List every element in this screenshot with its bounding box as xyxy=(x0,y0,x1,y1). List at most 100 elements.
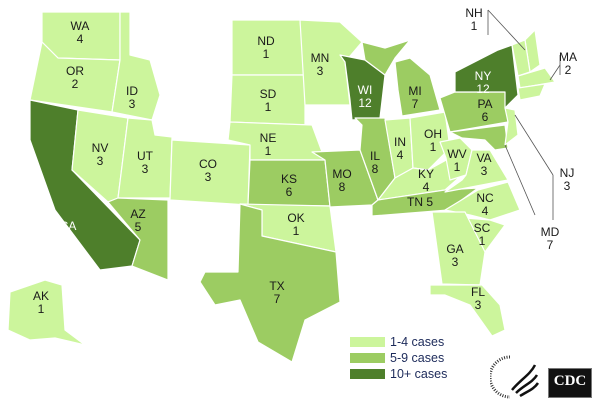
hhs-logo xyxy=(490,355,540,399)
state-abbr-FL: FL xyxy=(471,285,485,299)
state-abbr-ID: ID xyxy=(126,84,138,98)
state-count-OH: 1 xyxy=(430,140,437,154)
state-MS xyxy=(371,213,411,291)
state-count-AZ: 5 xyxy=(135,220,142,234)
state-NY xyxy=(454,44,519,109)
state-abbr-NJ: NJ xyxy=(560,166,575,180)
state-count-NC: 4 xyxy=(482,204,489,218)
state-count-ND: 1 xyxy=(263,47,270,61)
state-abbr-MA: MA xyxy=(559,50,577,64)
state-MD xyxy=(449,124,509,151)
state-TN xyxy=(371,187,479,217)
state-abbr-WV: WV xyxy=(447,147,466,161)
state-count-WI: 12 xyxy=(358,96,372,110)
state-MI xyxy=(394,57,441,117)
state-abbr-CA: CA xyxy=(60,219,77,233)
state-abbr-SC: SC xyxy=(474,221,491,235)
legend-label: 10+ cases xyxy=(390,367,448,381)
legend-label: 5-9 cases xyxy=(390,351,445,365)
state-count-OR: 2 xyxy=(72,77,79,91)
state-GA xyxy=(431,211,486,286)
leader-lines xyxy=(487,9,561,220)
state-FL xyxy=(429,284,506,337)
state-abbr-IN: IN xyxy=(394,135,406,149)
state-count-CA: 27 xyxy=(61,232,75,246)
state-abbr-OH: OH xyxy=(424,127,442,141)
state-count-FL: 3 xyxy=(475,298,482,312)
state-count-GA: 3 xyxy=(452,255,459,269)
state-count-MO: 8 xyxy=(339,180,346,194)
state-VA xyxy=(444,149,509,193)
state-label-TN: TN 5 xyxy=(407,195,433,209)
state-abbr-ND: ND xyxy=(257,34,275,48)
state-count-VA: 3 xyxy=(481,164,488,178)
legend-item-10-plus: 10+ cases xyxy=(350,367,447,381)
state-count-KY: 4 xyxy=(423,180,430,194)
state-count-MI: 7 xyxy=(412,97,419,111)
state-count-SD: 1 xyxy=(265,100,272,114)
state-NM xyxy=(167,199,241,283)
state-abbr-KY: KY xyxy=(418,167,434,181)
state-count-PA: 6 xyxy=(482,110,489,124)
state-count-OK: 1 xyxy=(293,224,300,238)
state-abbr-NH: NH xyxy=(465,6,482,20)
state-abbr-NV: NV xyxy=(92,141,109,155)
state-count-WV: 1 xyxy=(454,160,461,174)
legend-item-5-9: 5-9 cases xyxy=(350,351,444,365)
state-abbr-OR: OR xyxy=(66,64,84,78)
state-count-NV: 3 xyxy=(97,154,104,168)
legend-label: 1-4 cases xyxy=(390,335,445,349)
state-count-NE: 1 xyxy=(265,144,272,158)
state-count-KS: 6 xyxy=(286,185,293,199)
state-count-SC: 1 xyxy=(479,234,486,248)
state-abbr-NE: NE xyxy=(260,131,277,145)
state-AZ xyxy=(107,197,169,281)
state-NC xyxy=(444,181,521,221)
state-CT-RI xyxy=(517,83,546,101)
state-OH xyxy=(409,111,451,171)
state-abbr-TX: TX xyxy=(269,279,284,293)
state-count-NY: 12 xyxy=(476,82,490,96)
state-AL xyxy=(404,211,443,291)
state-AK xyxy=(7,279,86,346)
state-abbr-AZ: AZ xyxy=(130,207,145,221)
state-count-MA: 2 xyxy=(565,63,572,77)
state-TX xyxy=(199,203,341,363)
state-abbr-KS: KS xyxy=(281,172,297,186)
state-abbr-MD: MD xyxy=(541,225,560,239)
state-abbr-PA: PA xyxy=(477,97,492,111)
state-count-MD: 7 xyxy=(547,238,554,252)
state-count-IN: 4 xyxy=(397,148,404,162)
state-count-TX: 7 xyxy=(274,292,281,306)
state-MI-upper xyxy=(361,39,411,76)
state-count-UT: 3 xyxy=(142,162,149,176)
state-abbr-IL: IL xyxy=(370,149,380,163)
state-abbr-GA: GA xyxy=(446,242,463,256)
state-HI xyxy=(164,337,196,353)
state-count-ID: 3 xyxy=(129,97,136,111)
state-MA xyxy=(517,67,556,89)
state-abbr-UT: UT xyxy=(137,149,154,163)
cdc-logo: CDC xyxy=(548,368,592,398)
state-abbr-SD: SD xyxy=(260,87,277,101)
state-abbr-OK: OK xyxy=(287,211,304,225)
state-count-MN: 3 xyxy=(317,64,324,78)
state-count-CO: 3 xyxy=(205,170,212,184)
legend-swatch xyxy=(350,353,385,363)
state-count-IL: 8 xyxy=(372,162,379,176)
legend-swatch xyxy=(350,369,385,379)
state-count-WA: 4 xyxy=(77,32,84,46)
state-abbr-AK: AK xyxy=(33,289,49,303)
legend-swatch xyxy=(350,337,385,347)
state-abbr-MI: MI xyxy=(408,84,421,98)
state-abbr-WI: WI xyxy=(358,83,373,97)
state-AR xyxy=(329,204,373,253)
state-NJ xyxy=(504,107,519,146)
state-abbr-WA: WA xyxy=(71,19,90,33)
state-abbr-NY: NY xyxy=(475,69,492,83)
state-count-NJ: 3 xyxy=(564,179,571,193)
state-abbr-CO: CO xyxy=(199,157,217,171)
state-abbr-MO: MO xyxy=(332,167,351,181)
legend-item-1-4: 1-4 cases xyxy=(350,335,444,349)
